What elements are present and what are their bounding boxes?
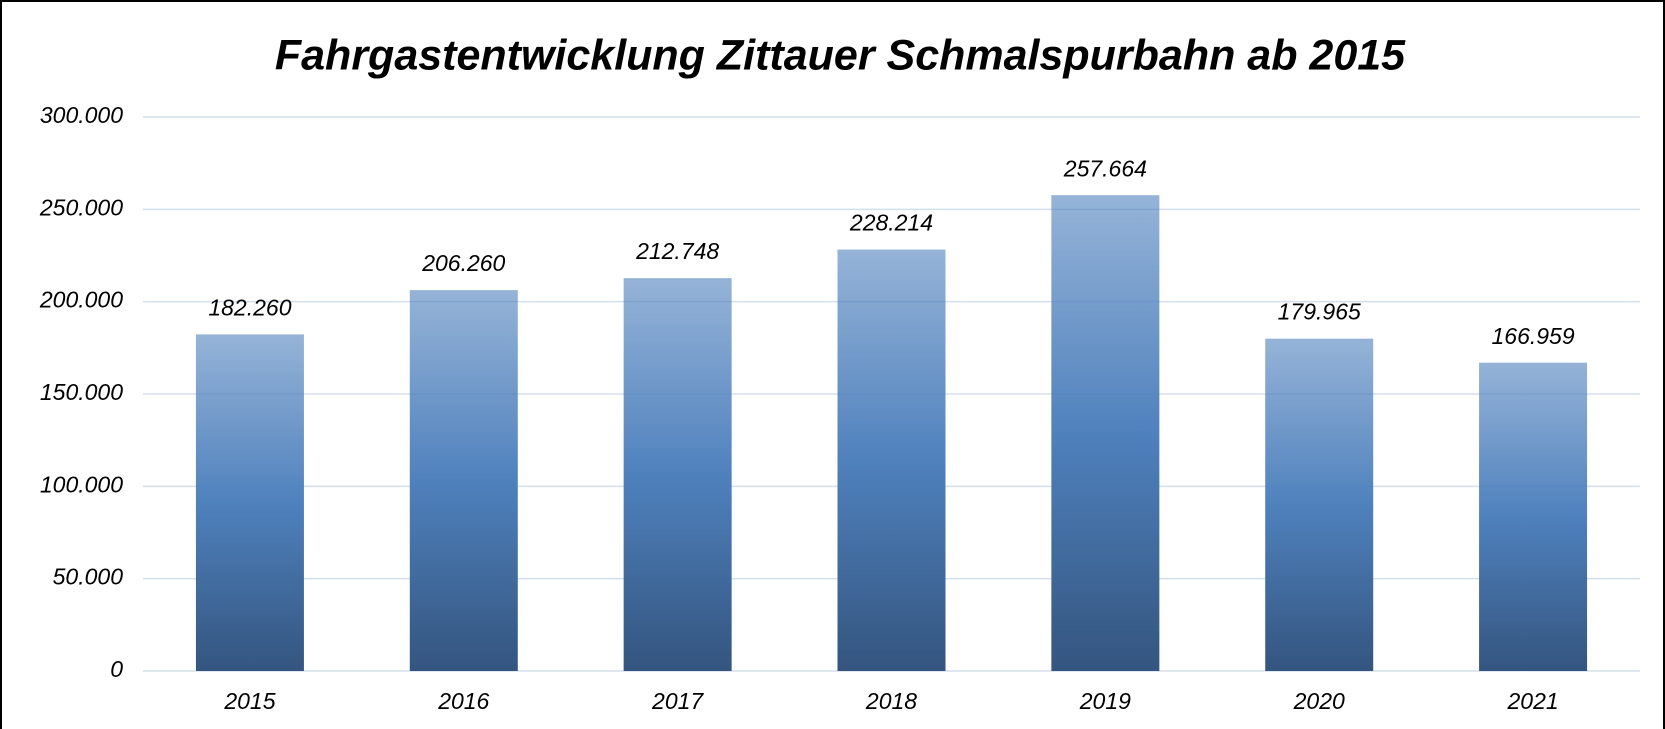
y-tick-label: 250.000	[39, 194, 123, 220]
y-tick-label: 150.000	[40, 379, 123, 405]
data-label: 179.965	[1278, 299, 1361, 325]
y-tick-label: 200.000	[39, 287, 123, 313]
x-tick-label: 2018	[865, 688, 917, 714]
x-tick-label: 2021	[1506, 688, 1558, 714]
data-label: 212.748	[635, 238, 719, 264]
x-tick-label: 2015	[223, 688, 275, 714]
bar	[837, 249, 946, 671]
bar	[623, 278, 732, 671]
data-label: 206.260	[421, 250, 505, 276]
bar	[1265, 338, 1374, 671]
x-tick-label: 2017	[651, 688, 704, 714]
x-tick-label: 2020	[1293, 688, 1345, 714]
chart-title: Fahrgastentwicklung Zittauer Schmalspurb…	[275, 31, 1406, 79]
data-label: 257.664	[1063, 155, 1147, 181]
x-tick-label: 2016	[437, 688, 489, 714]
y-tick-label: 100.000	[40, 471, 123, 497]
bar	[195, 334, 304, 671]
y-tick-label: 300.000	[40, 102, 123, 128]
bar	[1479, 362, 1588, 671]
x-tick-label: 2019	[1079, 688, 1131, 714]
data-label: 228.214	[849, 210, 933, 236]
y-tick-label: 50.000	[53, 564, 124, 590]
y-tick-label: 0	[110, 656, 123, 682]
data-label: 182.260	[208, 295, 291, 321]
bar	[409, 290, 518, 671]
bar	[1051, 195, 1160, 671]
data-label: 166.959	[1492, 323, 1575, 349]
